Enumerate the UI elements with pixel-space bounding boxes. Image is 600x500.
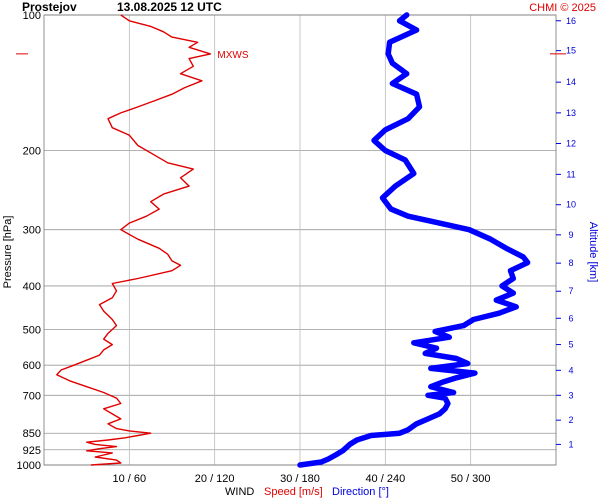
- pressure-tick-label: 200: [23, 145, 41, 157]
- x-tick-label: 10 / 60: [113, 473, 147, 485]
- pressure-tick-label: 1000: [17, 460, 41, 472]
- altitude-tick-label: 1: [568, 439, 573, 449]
- altitude-axis-label: Altitude [km]: [587, 222, 599, 283]
- pressure-tick-label: 700: [23, 390, 41, 402]
- altitude-tick-label: 2: [568, 415, 573, 425]
- altitude-tick-label: 13: [566, 108, 576, 118]
- x-tick-label: 40 / 240: [365, 473, 405, 485]
- credit-label: CHMI © 2025: [529, 2, 596, 14]
- legend-direction: Direction [°]: [332, 486, 389, 498]
- altitude-tick-label: 12: [566, 139, 576, 149]
- y-axis-label: Pressure [hPa]: [2, 216, 14, 289]
- x-tick-label: 20 / 120: [195, 473, 235, 485]
- station-name: Prostejov: [22, 0, 77, 14]
- pressure-tick-label: 850: [23, 428, 41, 440]
- altitude-tick-label: 11: [566, 169, 575, 179]
- altitude-tick-label: 16: [566, 16, 576, 26]
- altitude-tick-label: 10: [566, 200, 576, 210]
- grid: [44, 14, 556, 466]
- series-speed-line: [56, 14, 212, 466]
- altitude-tick-label: 6: [568, 313, 573, 323]
- legend-wind: WIND: [225, 486, 254, 498]
- pressure-tick-label: 100: [23, 10, 41, 22]
- altitude-tick-label: 8: [568, 258, 573, 268]
- altitude-tick-label: 14: [566, 77, 576, 87]
- pressure-tick-label: 600: [23, 360, 41, 372]
- pressure-tick-label: 400: [23, 281, 41, 293]
- altitude-tick-label: 7: [568, 286, 573, 296]
- sounding-datetime: 13.08.2025 12 UTC: [117, 0, 222, 14]
- series-layer: [56, 12, 531, 468]
- altitude-tick-label: 15: [566, 46, 576, 56]
- altitude-tick-label: 9: [568, 230, 573, 240]
- altitude-tick-label: 5: [568, 340, 573, 350]
- x-tick-label: 50 / 300: [451, 473, 491, 485]
- altitude-tick-label: 3: [568, 390, 573, 400]
- pressure-tick-label: 925: [23, 445, 41, 457]
- x-tick-label: 30 / 180: [280, 473, 320, 485]
- pressure-tick-label: 300: [23, 225, 41, 237]
- series-direction-line: [297, 12, 531, 468]
- altitude-tick-label: 4: [568, 365, 573, 375]
- pressure-tick-label: 500: [23, 325, 41, 337]
- mxws-label: MXWS: [217, 50, 248, 61]
- legend-speed: Speed [m/s]: [264, 486, 323, 498]
